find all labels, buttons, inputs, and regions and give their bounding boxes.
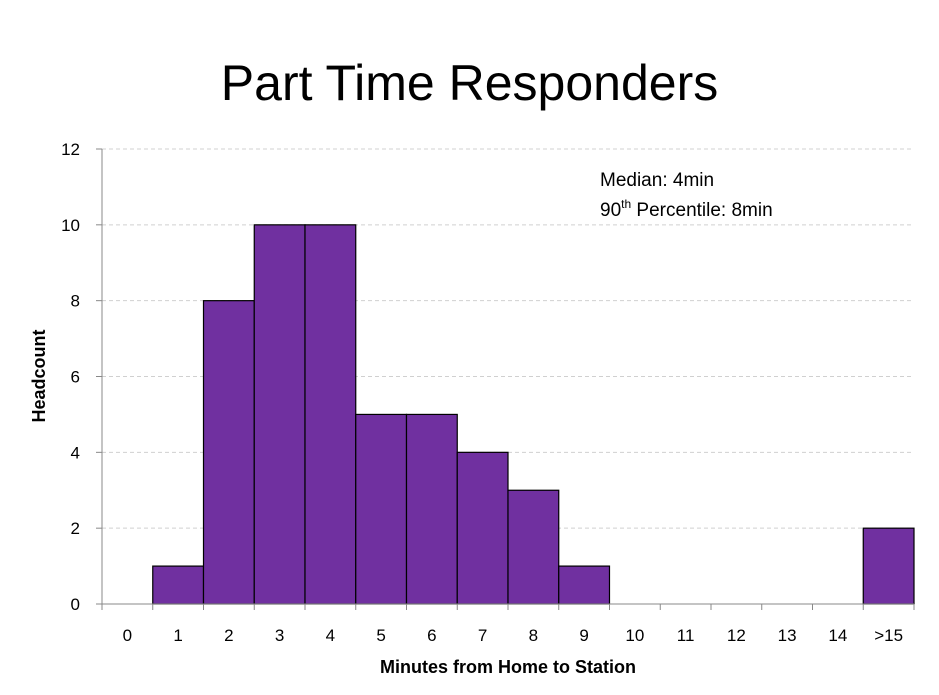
chart-title: Part Time Responders [220, 55, 719, 111]
x-tick-label: 2 [224, 626, 233, 645]
bar-8 [507, 489, 560, 605]
y-axis-title: Headcount [29, 329, 49, 422]
median-annotation: Median: 4min [600, 170, 714, 191]
y-tick-labels: 0 2 4 6 8 10 12 [61, 140, 80, 614]
percentile-number: 90 [600, 200, 621, 221]
y-tick-label: 8 [71, 292, 80, 311]
x-tick-label: 13 [778, 626, 797, 645]
x-tick-label: 9 [579, 626, 588, 645]
x-tick-label: 14 [828, 626, 847, 645]
y-tick-label: 10 [61, 216, 80, 235]
x-tick-label: 0 [123, 626, 132, 645]
bar-7 [456, 451, 509, 605]
x-tick-labels: 0 1 2 3 4 5 6 7 8 9 10 11 12 13 14 >15 [123, 626, 903, 645]
bar-5 [355, 413, 408, 605]
y-tick-label: 2 [71, 519, 80, 538]
bar-9 [558, 565, 611, 605]
bar-2 [202, 300, 255, 605]
bar-6 [405, 413, 458, 605]
bar->15 [862, 527, 915, 605]
bar-3 [253, 224, 306, 605]
percentile-annotation: 90th Percentile: 8min [600, 197, 773, 221]
axes [96, 148, 915, 610]
x-tick-label: 5 [376, 626, 385, 645]
x-tick-label: 3 [275, 626, 284, 645]
percentile-superscript: th [621, 197, 631, 211]
y-tick-label: 12 [61, 140, 80, 159]
percentile-text: Percentile: 8min [631, 200, 773, 221]
y-tick-label: 6 [71, 368, 80, 387]
x-tick-label: >15 [874, 626, 903, 645]
x-axis-title: Minutes from Home to Station [380, 657, 636, 677]
x-tick-label: 10 [625, 626, 644, 645]
bars [152, 224, 915, 605]
y-tick-label: 4 [71, 443, 80, 462]
x-tick-label: 4 [326, 626, 335, 645]
x-tick-label: 1 [173, 626, 182, 645]
x-tick-label: 8 [529, 626, 538, 645]
x-tick-label: 11 [677, 626, 695, 645]
bar-1 [152, 565, 205, 605]
x-tick-label: 6 [427, 626, 436, 645]
x-tick-label: 7 [478, 626, 487, 645]
x-tick-label: 12 [727, 626, 746, 645]
bar-4 [304, 224, 357, 605]
y-tick-label: 0 [71, 595, 80, 614]
